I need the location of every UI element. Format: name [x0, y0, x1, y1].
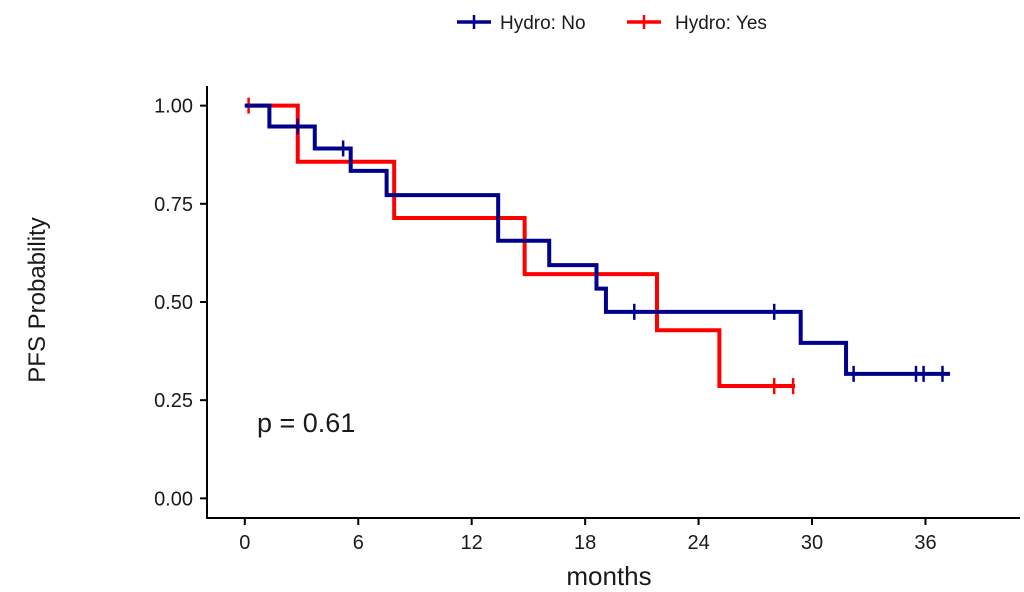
legend-label-hydro-yes: Hydro: Yes — [675, 13, 767, 34]
x-tick-label: 0 — [239, 532, 250, 554]
p-value-annotation: p = 0.61 — [257, 408, 355, 438]
y-tick-label: 1.00 — [154, 96, 193, 118]
x-tick-label: 30 — [801, 532, 823, 554]
survival-curve-hydro-yes — [244, 103, 796, 389]
y-tick-label: 0.00 — [154, 488, 193, 510]
y-tick-label: 0.75 — [154, 194, 193, 216]
x-tick-label: 12 — [461, 532, 483, 554]
x-tick-label: 18 — [574, 532, 596, 554]
x-tick-label: 36 — [914, 532, 936, 554]
legend-label-hydro-no: Hydro: No — [500, 13, 586, 34]
x-axis-label: months — [566, 561, 651, 591]
y-axis-label: PFS Probability — [24, 217, 51, 382]
legend: Hydro: No Hydro: Yes — [457, 13, 767, 34]
survival-curve-hydro-no — [244, 103, 951, 376]
y-tick-label: 0.25 — [154, 390, 193, 412]
y-tick-label: 0.50 — [154, 292, 193, 314]
x-tick-label: 6 — [353, 532, 364, 554]
plot-area — [244, 97, 951, 395]
axes: 0.00 0.25 0.50 0.75 1.00 0 6 12 18 24 30 36 — [154, 86, 1020, 554]
x-tick-label: 24 — [687, 532, 709, 554]
